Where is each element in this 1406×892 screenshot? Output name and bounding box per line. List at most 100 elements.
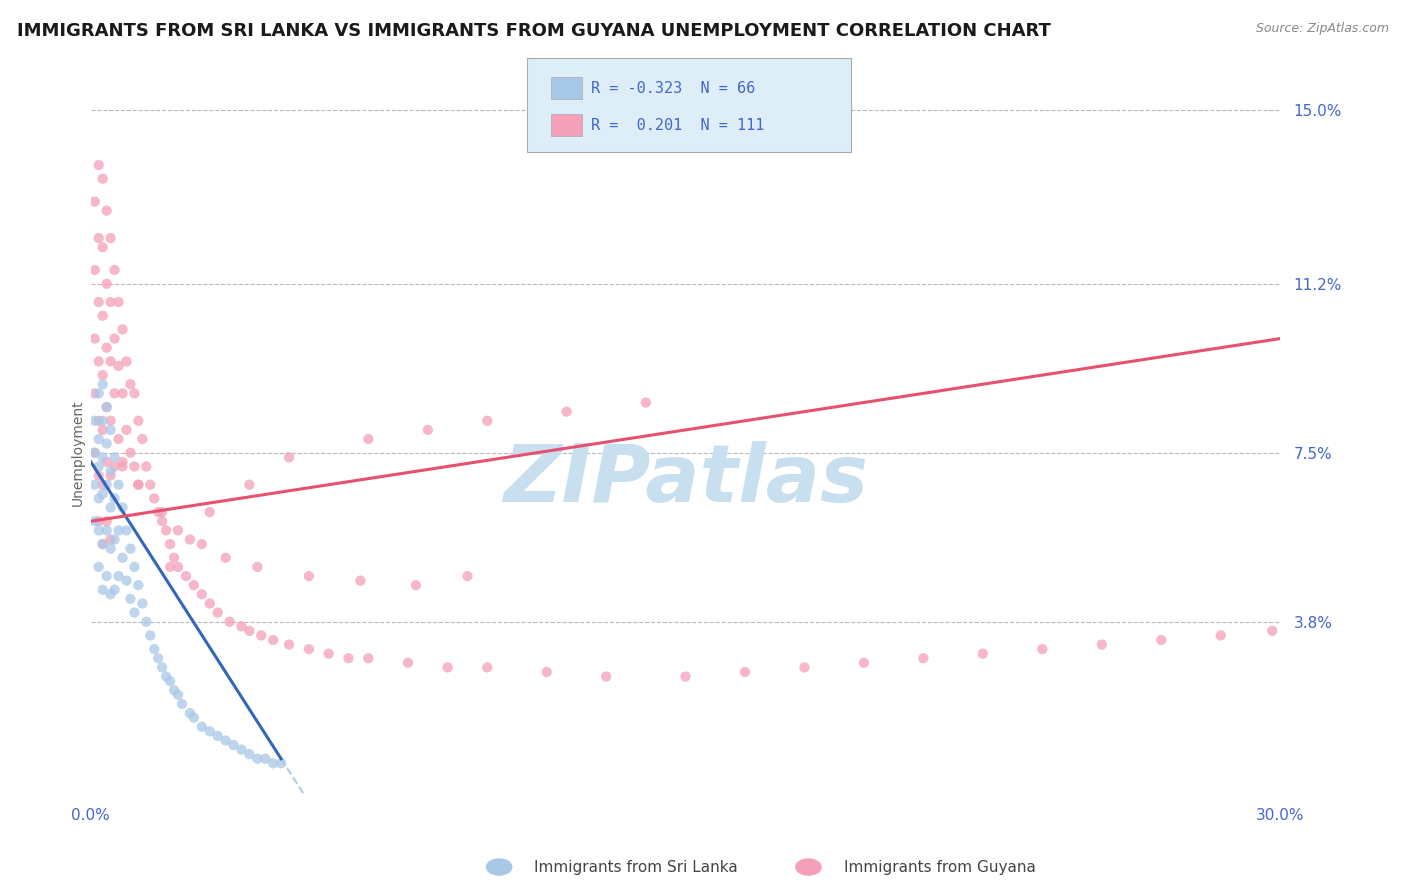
Point bbox=[83, 263, 105, 277]
Point bbox=[124, 459, 146, 474]
Point bbox=[111, 459, 134, 474]
Point bbox=[155, 524, 177, 538]
Text: R = -0.323  N = 66: R = -0.323 N = 66 bbox=[591, 81, 755, 95]
Point bbox=[91, 377, 114, 392]
Point bbox=[159, 560, 181, 574]
Point bbox=[100, 231, 122, 245]
Point bbox=[150, 514, 173, 528]
Point bbox=[100, 414, 122, 428]
Point bbox=[155, 669, 177, 683]
Point bbox=[131, 597, 153, 611]
Point bbox=[103, 450, 125, 465]
Point bbox=[120, 541, 142, 556]
Point bbox=[357, 432, 380, 446]
Point bbox=[100, 295, 122, 310]
Point bbox=[318, 647, 340, 661]
Point bbox=[734, 665, 756, 679]
Point bbox=[337, 651, 360, 665]
Point bbox=[87, 386, 110, 401]
Point bbox=[191, 537, 214, 551]
Point bbox=[163, 550, 186, 565]
Point bbox=[115, 574, 138, 588]
Point bbox=[278, 450, 301, 465]
Point bbox=[218, 615, 240, 629]
Point bbox=[396, 656, 419, 670]
Point bbox=[83, 446, 105, 460]
Point bbox=[238, 477, 260, 491]
Point bbox=[298, 642, 321, 657]
Point bbox=[91, 477, 114, 491]
Point bbox=[254, 752, 277, 766]
Point bbox=[456, 569, 478, 583]
Point bbox=[1150, 632, 1173, 647]
Point bbox=[87, 560, 110, 574]
Point bbox=[270, 756, 292, 771]
Point bbox=[231, 742, 253, 756]
Point bbox=[262, 632, 284, 647]
Point bbox=[107, 432, 129, 446]
Point bbox=[111, 386, 134, 401]
Point bbox=[1209, 628, 1232, 642]
Point bbox=[115, 423, 138, 437]
Point bbox=[87, 432, 110, 446]
Point bbox=[170, 697, 193, 711]
Text: R =  0.201  N = 111: R = 0.201 N = 111 bbox=[591, 119, 763, 133]
Point bbox=[120, 591, 142, 606]
Point bbox=[96, 277, 118, 291]
Point bbox=[148, 505, 170, 519]
Text: IMMIGRANTS FROM SRI LANKA VS IMMIGRANTS FROM GUYANA UNEMPLOYMENT CORRELATION CHA: IMMIGRANTS FROM SRI LANKA VS IMMIGRANTS … bbox=[17, 22, 1050, 40]
Point bbox=[167, 688, 190, 702]
Point bbox=[793, 660, 815, 674]
Point bbox=[96, 400, 118, 414]
Point bbox=[214, 550, 236, 565]
Point bbox=[174, 569, 197, 583]
Point bbox=[96, 569, 118, 583]
Point bbox=[87, 468, 110, 483]
Point bbox=[246, 752, 269, 766]
Point bbox=[159, 674, 181, 689]
Point bbox=[555, 404, 578, 418]
Point bbox=[124, 606, 146, 620]
Point bbox=[107, 477, 129, 491]
Point bbox=[111, 455, 134, 469]
Point bbox=[100, 533, 122, 547]
Point bbox=[100, 500, 122, 515]
Point bbox=[127, 578, 149, 592]
Point bbox=[103, 582, 125, 597]
Point bbox=[91, 309, 114, 323]
Point bbox=[191, 587, 214, 601]
Text: ZIPatlas: ZIPatlas bbox=[503, 442, 868, 519]
Point bbox=[91, 537, 114, 551]
Point bbox=[87, 491, 110, 506]
Point bbox=[250, 628, 273, 642]
Point bbox=[246, 560, 269, 574]
Point bbox=[103, 459, 125, 474]
Point bbox=[207, 729, 229, 743]
Point bbox=[91, 537, 114, 551]
Point bbox=[107, 359, 129, 373]
Point bbox=[150, 660, 173, 674]
Point bbox=[150, 505, 173, 519]
Point bbox=[595, 669, 617, 683]
Point bbox=[87, 231, 110, 245]
Point bbox=[87, 514, 110, 528]
Point bbox=[912, 651, 935, 665]
Point bbox=[183, 578, 205, 592]
Point bbox=[191, 720, 214, 734]
Point bbox=[349, 574, 371, 588]
Point bbox=[107, 569, 129, 583]
Point bbox=[405, 578, 427, 592]
Point bbox=[120, 377, 142, 392]
Point bbox=[139, 477, 162, 491]
Point bbox=[91, 240, 114, 254]
Point bbox=[87, 295, 110, 310]
Point bbox=[96, 455, 118, 469]
Point bbox=[83, 446, 105, 460]
Point bbox=[96, 400, 118, 414]
Point bbox=[111, 500, 134, 515]
Point bbox=[96, 436, 118, 450]
Point bbox=[124, 386, 146, 401]
Point bbox=[103, 386, 125, 401]
Point bbox=[1261, 624, 1284, 638]
Point bbox=[87, 158, 110, 172]
